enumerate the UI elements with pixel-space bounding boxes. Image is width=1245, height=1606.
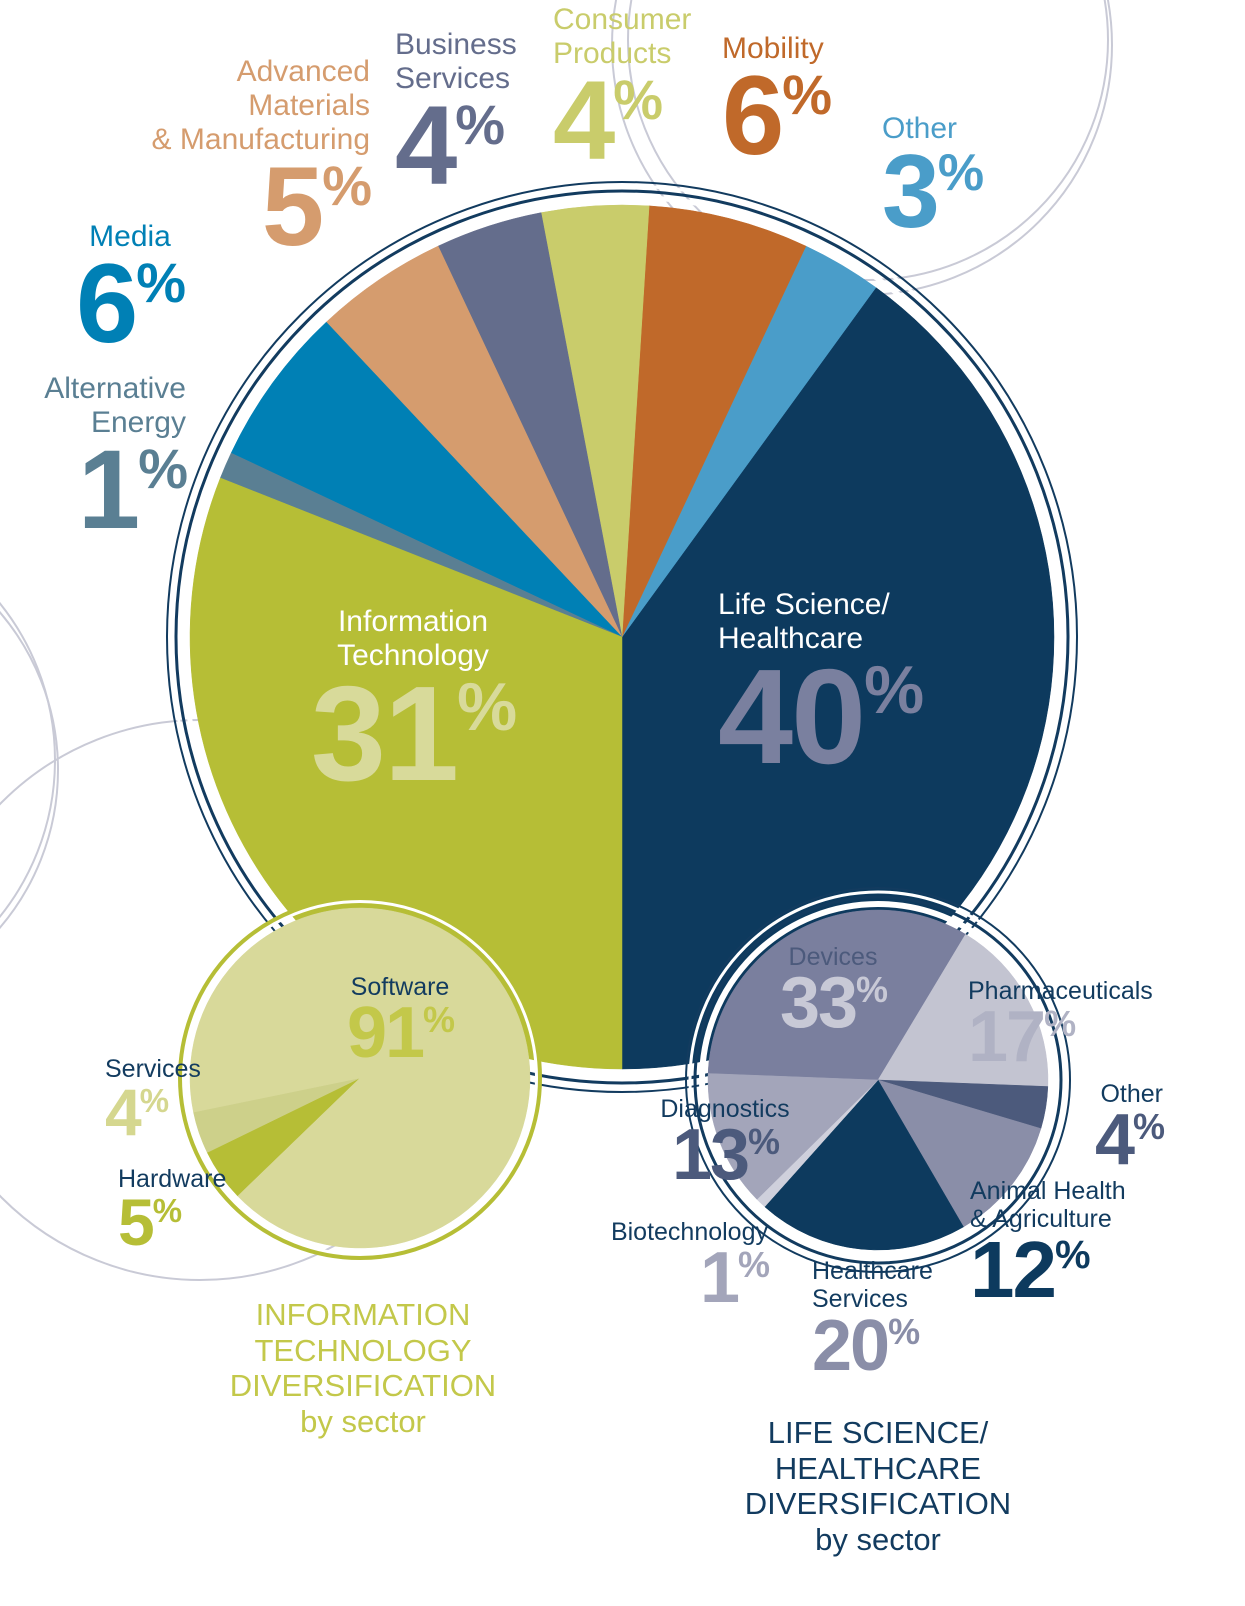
value-label: 4% [1094,1100,1165,1181]
deco-circle [627,0,1109,281]
pie-ring [178,896,542,1260]
pie-ring [166,181,1078,1093]
category-name: Devices [788,943,878,971]
category-name: Consumer Products [553,3,692,70]
category-name: Mobility [722,32,824,65]
ls-title: LIFE SCIENCE/ HEALTHCARE DIVERSIFICATION… [744,1415,1012,1557]
value-label: 5% [118,1185,182,1260]
pie-ring [688,890,1068,1270]
slice-label: Mobility 6% [722,32,832,178]
value-label: 13% [671,1115,780,1196]
category-name: Alternative Energy [44,372,186,439]
pie-slice [877,1079,1042,1228]
value-label: 12% [970,1224,1091,1314]
slice-label: Animal Health & Agriculture 12% [970,1177,1126,1314]
slice-label: Services 4% [105,1055,201,1150]
slice-label: Software 91% [346,973,455,1074]
slice-label: Life Science/ Healthcare 40% [718,588,924,792]
pie-slice [621,205,807,638]
value-label: 4% [553,57,663,183]
slice-label: Advanced Materials & Manufacturing 5% [151,55,372,269]
value-label: 5% [261,143,372,269]
value-label: 33% [779,963,888,1044]
pie-ring [699,901,1057,1259]
pie-slice [877,933,1049,1087]
pie-ring [174,189,1070,1085]
value-label: 1% [77,426,188,552]
category-name: Other [882,112,958,145]
pie-slice [189,907,531,1249]
value-label: 6% [75,240,186,366]
slice-label: Hardware 5% [118,1165,227,1260]
category-name: Healthcare Services [812,1257,933,1314]
slice-label: Healthcare Services 20% [812,1257,933,1386]
category-name: Other [1100,1080,1163,1108]
slice-label: Devices 33% [779,943,888,1044]
value-label: 20% [812,1305,920,1386]
category-name: Hardware [118,1165,227,1193]
value-label: 1% [699,1238,770,1319]
slice-label: Other 4% [1094,1080,1165,1181]
pie-ring [685,887,1071,1273]
deco-circle [0,602,56,918]
value-label: 17% [968,997,1076,1078]
value-label: 31% [310,657,517,809]
category-name: Biotechnology [610,1218,768,1246]
it-title: INFORMATION TECHNOLOGY DIVERSIFICATION b… [229,1297,497,1439]
deco-circle [0,610,59,930]
category-name: Media [89,220,171,253]
pie-slice [230,321,623,638]
slice-label: Media 6% [75,220,186,366]
pie-slice [764,1079,964,1251]
pie-ring [179,194,1065,1080]
category-name: Diagnostics [660,1095,790,1123]
value-label: 91% [346,993,455,1074]
value-label: 4% [395,82,505,208]
slice-label: Information Technology 31% [310,605,517,809]
slice-label: Diagnostics 13% [660,1095,790,1196]
category-name: Animal Health & Agriculture [970,1177,1126,1234]
value-label: 3% [882,133,984,250]
pie-ring [169,184,1075,1090]
slice-label: Alternative Energy 1% [44,372,188,552]
slice-label: Business Services 4% [395,28,517,208]
category-name: Information Technology [337,605,489,672]
category-name: Life Science/ Healthcare [718,588,890,655]
slice-label: Biotechnology 1% [610,1218,770,1319]
pie-slice [707,1073,879,1200]
category-name: Advanced Materials & Manufacturing [151,55,370,156]
category-name: Business Services [395,28,517,95]
slice-label: Pharmaceuticals 17% [968,977,1153,1078]
value-label: 40% [718,640,924,792]
category-name: Services [105,1055,201,1083]
slice-label: Consumer Products 4% [553,3,692,183]
pie-ring [693,895,1063,1265]
pie-slice [707,909,966,1081]
value-label: 6% [722,52,832,178]
category-name: Software [350,973,450,1001]
value-label: 4% [105,1075,169,1150]
category-name: Pharmaceuticals [968,977,1153,1005]
slice-label: Other 3% [882,112,984,250]
